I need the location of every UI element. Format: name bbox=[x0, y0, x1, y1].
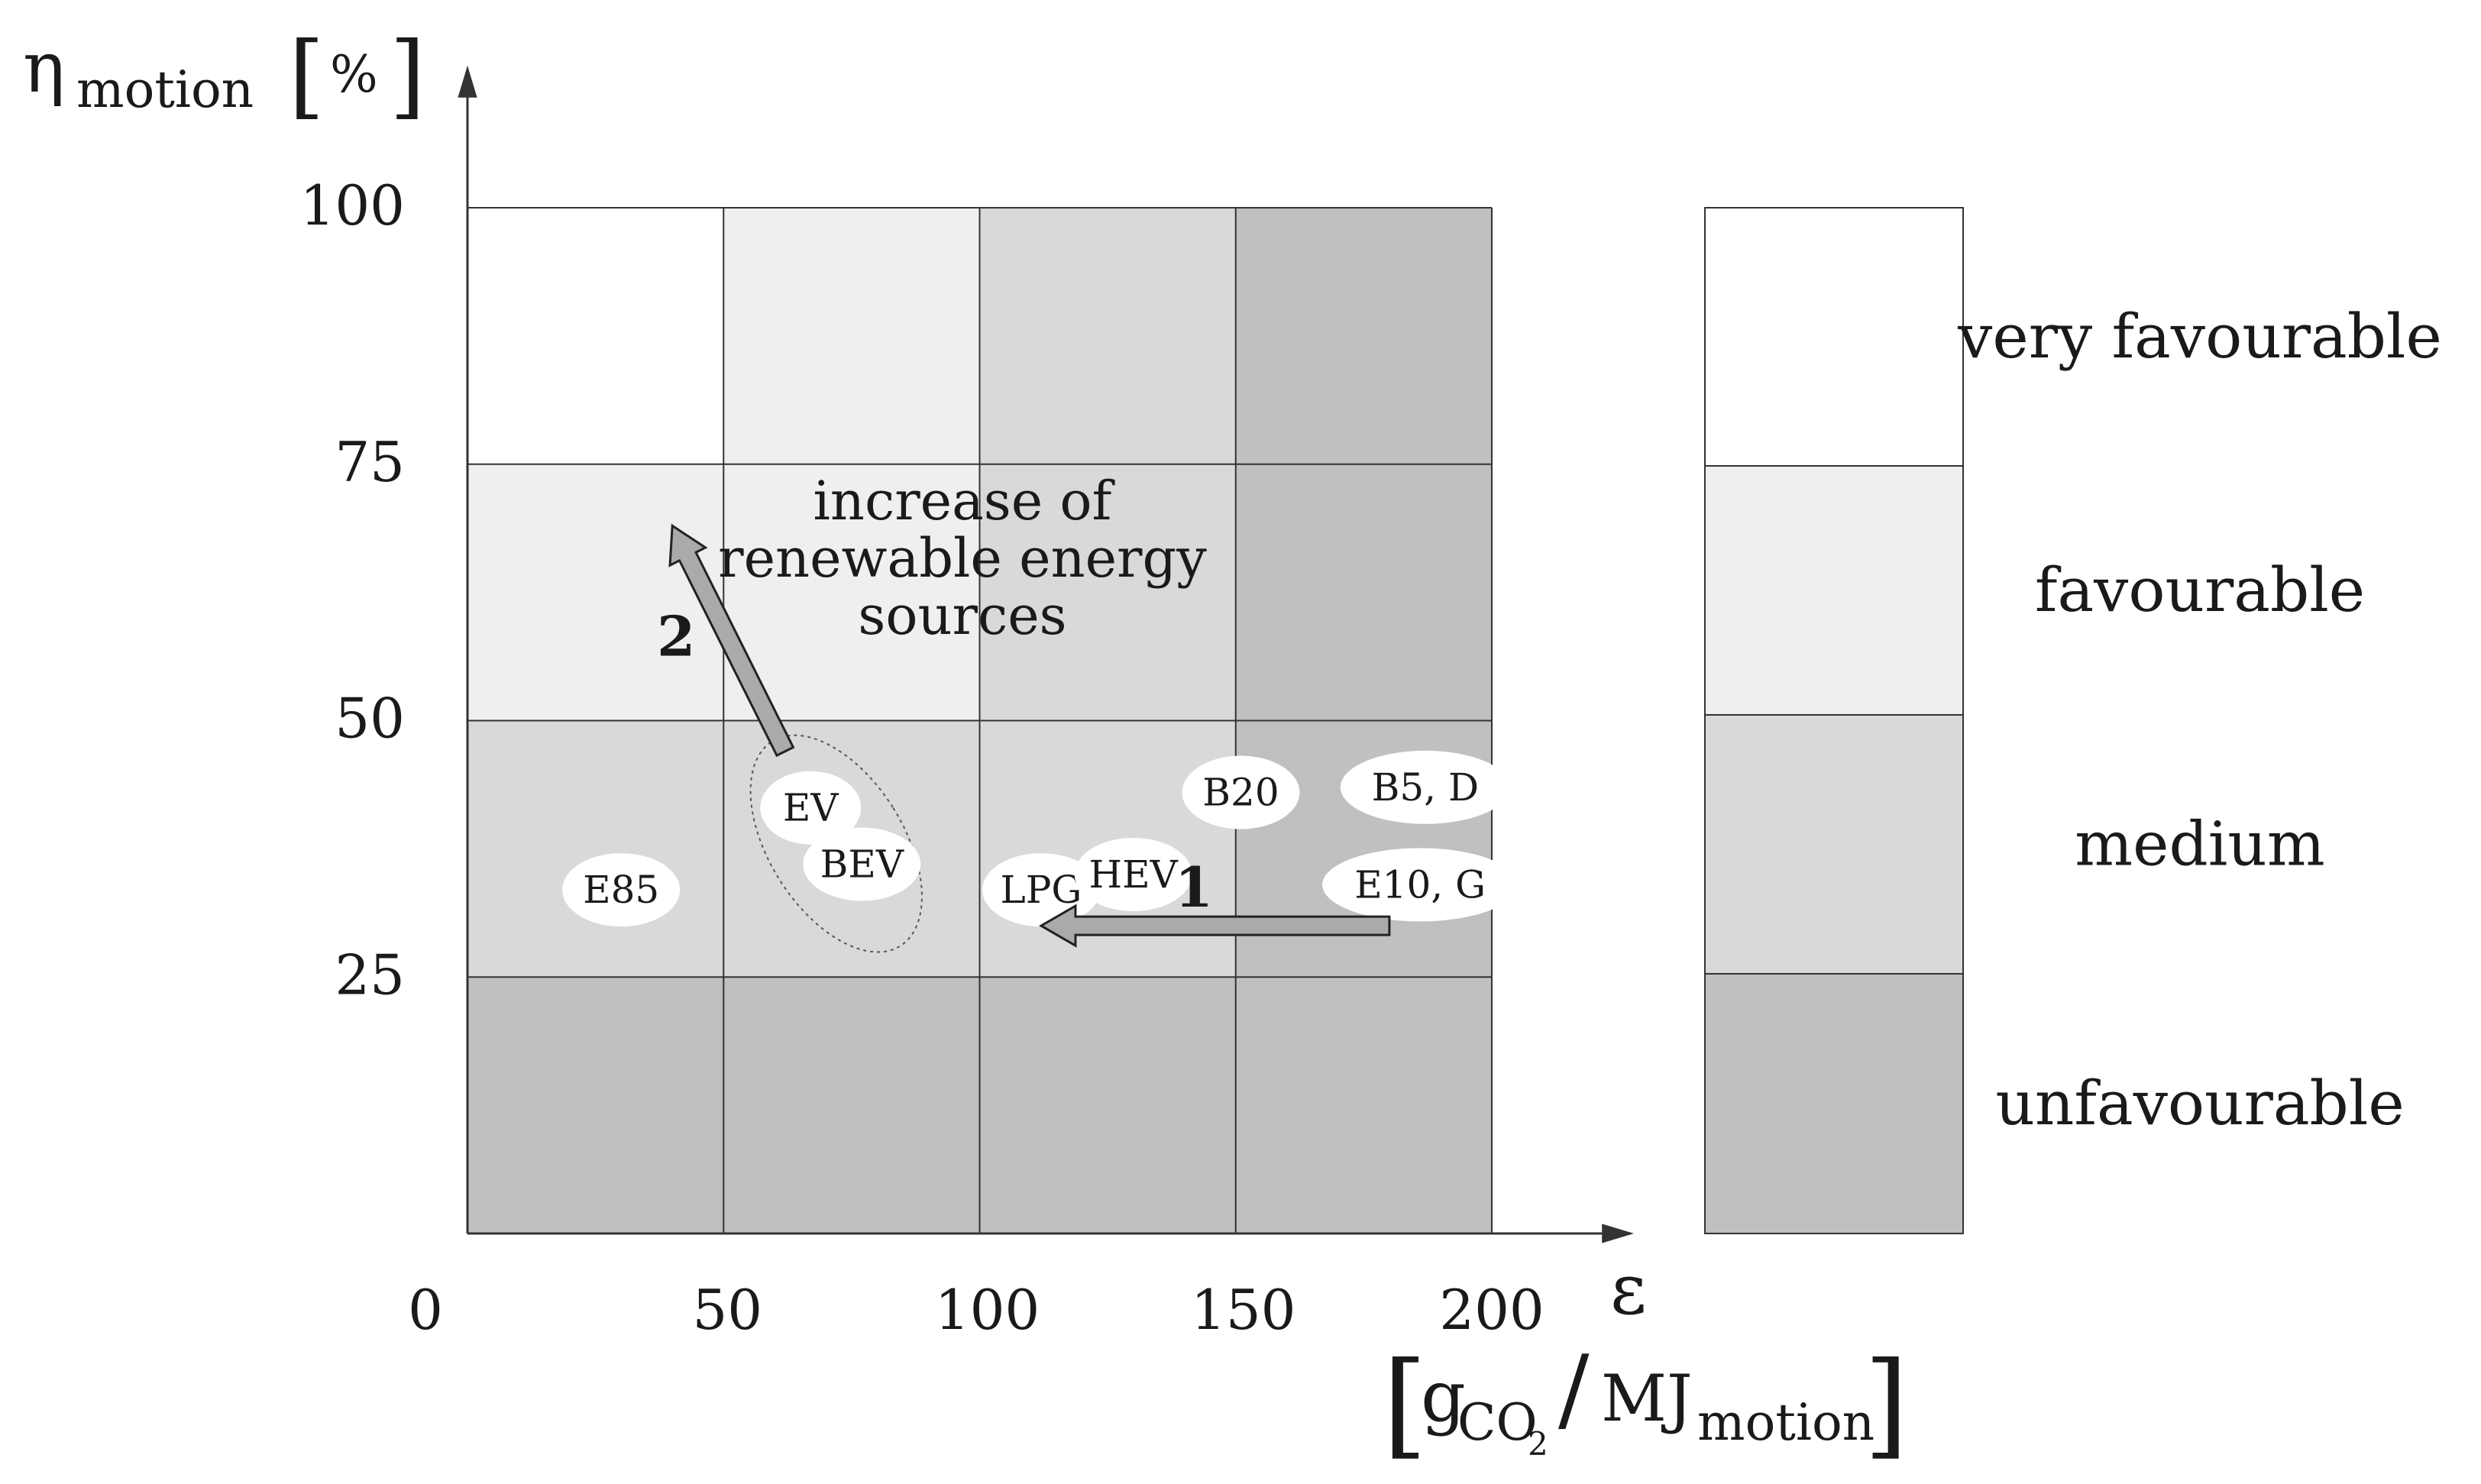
arrow-2 bbox=[668, 523, 795, 758]
y-tick-label: 25 bbox=[335, 942, 405, 1007]
point-marker bbox=[1322, 848, 1519, 922]
zone-cell bbox=[979, 208, 1236, 464]
zone-cell bbox=[723, 464, 980, 721]
y-axis-symbol: η bbox=[23, 27, 65, 108]
legend-swatch bbox=[1704, 714, 1964, 975]
x-axis-label: ε [ g CO 2 / MJ motion ] bbox=[1383, 1249, 1909, 1471]
y-axis-unit: % bbox=[330, 45, 378, 104]
zone-cell bbox=[467, 977, 724, 1233]
zone-cell bbox=[979, 977, 1236, 1233]
point-label: LPG bbox=[1001, 868, 1082, 912]
annotation: increase of renewable energy sources bbox=[718, 470, 1207, 647]
x-tick-label: 150 bbox=[1191, 1278, 1295, 1342]
point-marker bbox=[803, 827, 921, 901]
point-marker bbox=[1182, 755, 1300, 829]
point-marker bbox=[760, 771, 862, 845]
x-axis-unit-denom-sub: motion bbox=[1697, 1393, 1874, 1452]
point-label: B20 bbox=[1202, 771, 1279, 815]
point-label: EV bbox=[783, 786, 839, 830]
zone-cell bbox=[723, 208, 980, 464]
y-tick-label: 75 bbox=[335, 430, 405, 494]
x-tick-label: 200 bbox=[1439, 1278, 1544, 1342]
point-label: B5, D bbox=[1372, 765, 1479, 810]
zone-cell bbox=[723, 977, 980, 1233]
x-axis-unit-sub: CO bbox=[1457, 1393, 1538, 1452]
x-axis-unit-denom: MJ bbox=[1601, 1361, 1693, 1436]
zone-cell bbox=[1235, 208, 1492, 464]
legend-swatch bbox=[1704, 465, 1964, 716]
x-tick-label: 100 bbox=[935, 1278, 1040, 1342]
zone-cell bbox=[1235, 977, 1492, 1233]
point-label: HEV bbox=[1089, 852, 1179, 897]
legend-label: unfavourable bbox=[1995, 1068, 2404, 1139]
legend-swatch bbox=[1704, 207, 1964, 467]
legend-label: very favourable bbox=[1957, 301, 2442, 372]
x-axis-symbol: ε bbox=[1610, 1249, 1647, 1330]
arrow-1 bbox=[1038, 904, 1391, 948]
x-axis-unit-subsub: 2 bbox=[1528, 1425, 1548, 1463]
arrow-number-1: 1 bbox=[1175, 855, 1213, 920]
point-marker bbox=[1074, 837, 1192, 911]
y-axis-bracket-open: [ bbox=[289, 23, 325, 129]
zone-cell bbox=[467, 720, 724, 978]
annotation-line-1: increase of bbox=[814, 470, 1116, 532]
y-tick-label: 50 bbox=[335, 687, 405, 751]
legend-swatch bbox=[1704, 973, 1964, 1234]
point-label: BEV bbox=[820, 842, 904, 887]
legend-label: favourable bbox=[2035, 554, 2365, 626]
y-axis-subscript: motion bbox=[76, 60, 254, 119]
zone-cell bbox=[1235, 464, 1492, 721]
y-axis-bracket-close: ] bbox=[390, 23, 425, 129]
legend-label: medium bbox=[2075, 809, 2324, 880]
legend: very favourable favourable medium unfavoura… bbox=[1704, 207, 2442, 1234]
x-axis-bracket-open: [ bbox=[1383, 1338, 1428, 1471]
point-marker bbox=[562, 853, 681, 927]
x-axis-unit-slash: / bbox=[1558, 1337, 1590, 1443]
x-axis-unit-main: g bbox=[1421, 1356, 1466, 1437]
point-marker bbox=[1340, 750, 1510, 824]
annotation-line-2: renewable energy bbox=[718, 527, 1207, 590]
x-axis-bracket-close: ] bbox=[1864, 1338, 1909, 1471]
zone-cell bbox=[467, 464, 724, 721]
annotation-line-3: sources bbox=[858, 584, 1066, 647]
x-tick-label: 0 bbox=[408, 1278, 443, 1342]
y-axis-label: η motion [ % ] bbox=[23, 23, 425, 129]
x-tick-label: 50 bbox=[692, 1278, 762, 1342]
zone-cell bbox=[467, 208, 724, 464]
arrow-number-2: 2 bbox=[657, 603, 695, 668]
point-label: E10, G bbox=[1354, 862, 1486, 907]
point-label: E85 bbox=[583, 868, 659, 912]
zone-cell bbox=[979, 464, 1236, 721]
y-tick-label: 100 bbox=[300, 173, 405, 238]
